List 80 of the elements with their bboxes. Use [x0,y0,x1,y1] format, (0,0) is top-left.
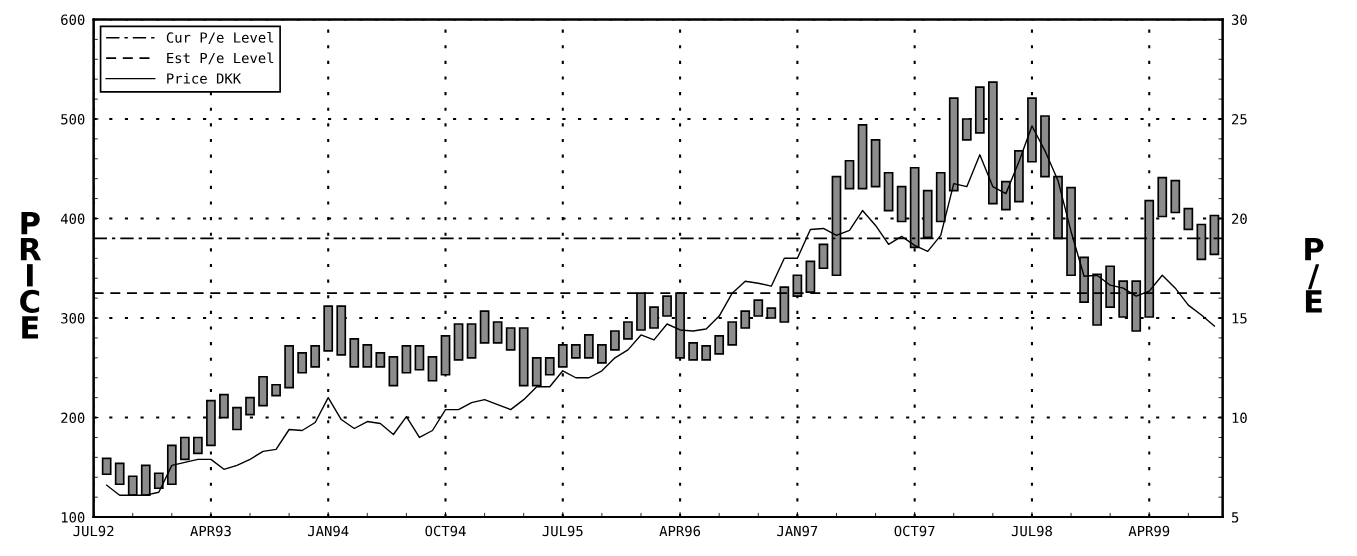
y2-axis-title: P/E [1305,238,1324,313]
legend-label: Est P/e Level [167,52,274,65]
x-tick-label: OCT94 [425,525,466,537]
bar [323,305,334,352]
x-tick-label: APR93 [190,525,231,537]
y2-tick-label: 15 [1232,313,1247,324]
y2-tick-label: 30 [1231,14,1247,25]
bar [597,344,607,364]
bar [271,383,281,397]
bar [388,356,399,387]
bar [101,457,112,476]
bar [766,307,777,319]
bar [753,299,764,317]
x-tick-label: JAN97 [777,525,818,537]
bar [701,345,712,361]
bar [518,327,529,387]
bar [870,139,881,188]
bar [153,472,164,490]
legend-label: Price DKK [167,72,242,84]
bar [1001,180,1011,211]
bar [414,345,425,371]
bar [284,345,294,389]
bar [961,118,972,141]
bar [362,344,373,368]
x-tick-label: JAN94 [308,525,349,537]
legend-label: Cur P/e Level [166,31,274,44]
x-tick-label: JUL98 [1011,525,1052,537]
bar [245,396,255,416]
bar [1170,179,1181,214]
bar [375,352,386,368]
bar [453,323,464,361]
bar [179,436,190,461]
bar [935,171,946,223]
bar [466,323,477,359]
bar [844,159,855,190]
y2-tick-label: 10 [1232,412,1247,424]
y-axis-title: PRICE [20,211,42,339]
y-tick-label: 500 [61,113,85,125]
x-tick-label: JUL95 [542,525,583,537]
bar [649,306,659,329]
bar [427,356,438,382]
bar [297,352,308,374]
bar [883,171,894,212]
y-tick-label: 300 [61,313,85,324]
bar [505,327,516,351]
y-tick-label: 400 [60,213,85,225]
bar [114,462,125,486]
x-tick-label: JUL92 [73,525,114,537]
y2-tick-label: 5 [1231,512,1239,523]
bar [688,342,698,361]
bar [1014,149,1024,203]
bar [531,357,542,387]
x-tick-label: OCT97 [894,525,935,537]
bar [727,321,738,346]
y-tick-label: 100 [61,512,85,523]
bar [310,345,321,368]
bar [714,335,725,355]
bar [583,334,594,359]
x-tick-label: APR99 [1128,525,1170,537]
bar [492,321,503,344]
bar [570,344,581,359]
bar [440,335,451,376]
y2-tick-label: 20 [1232,213,1247,225]
bar [232,406,242,431]
bar [623,321,633,340]
bar [857,124,868,190]
bar [349,338,360,368]
y2-tick-label: 25 [1232,113,1247,125]
bar [610,330,620,351]
y-tick-label: 200 [61,412,85,424]
bar [1183,207,1194,231]
bar [479,310,490,344]
x-tick-label: APR96 [659,525,701,537]
y-tick-label: 600 [61,14,85,25]
bar [818,243,829,270]
bar [166,444,177,486]
bar [544,357,555,376]
bar [258,375,268,407]
bar [401,345,412,374]
bar [193,436,203,455]
